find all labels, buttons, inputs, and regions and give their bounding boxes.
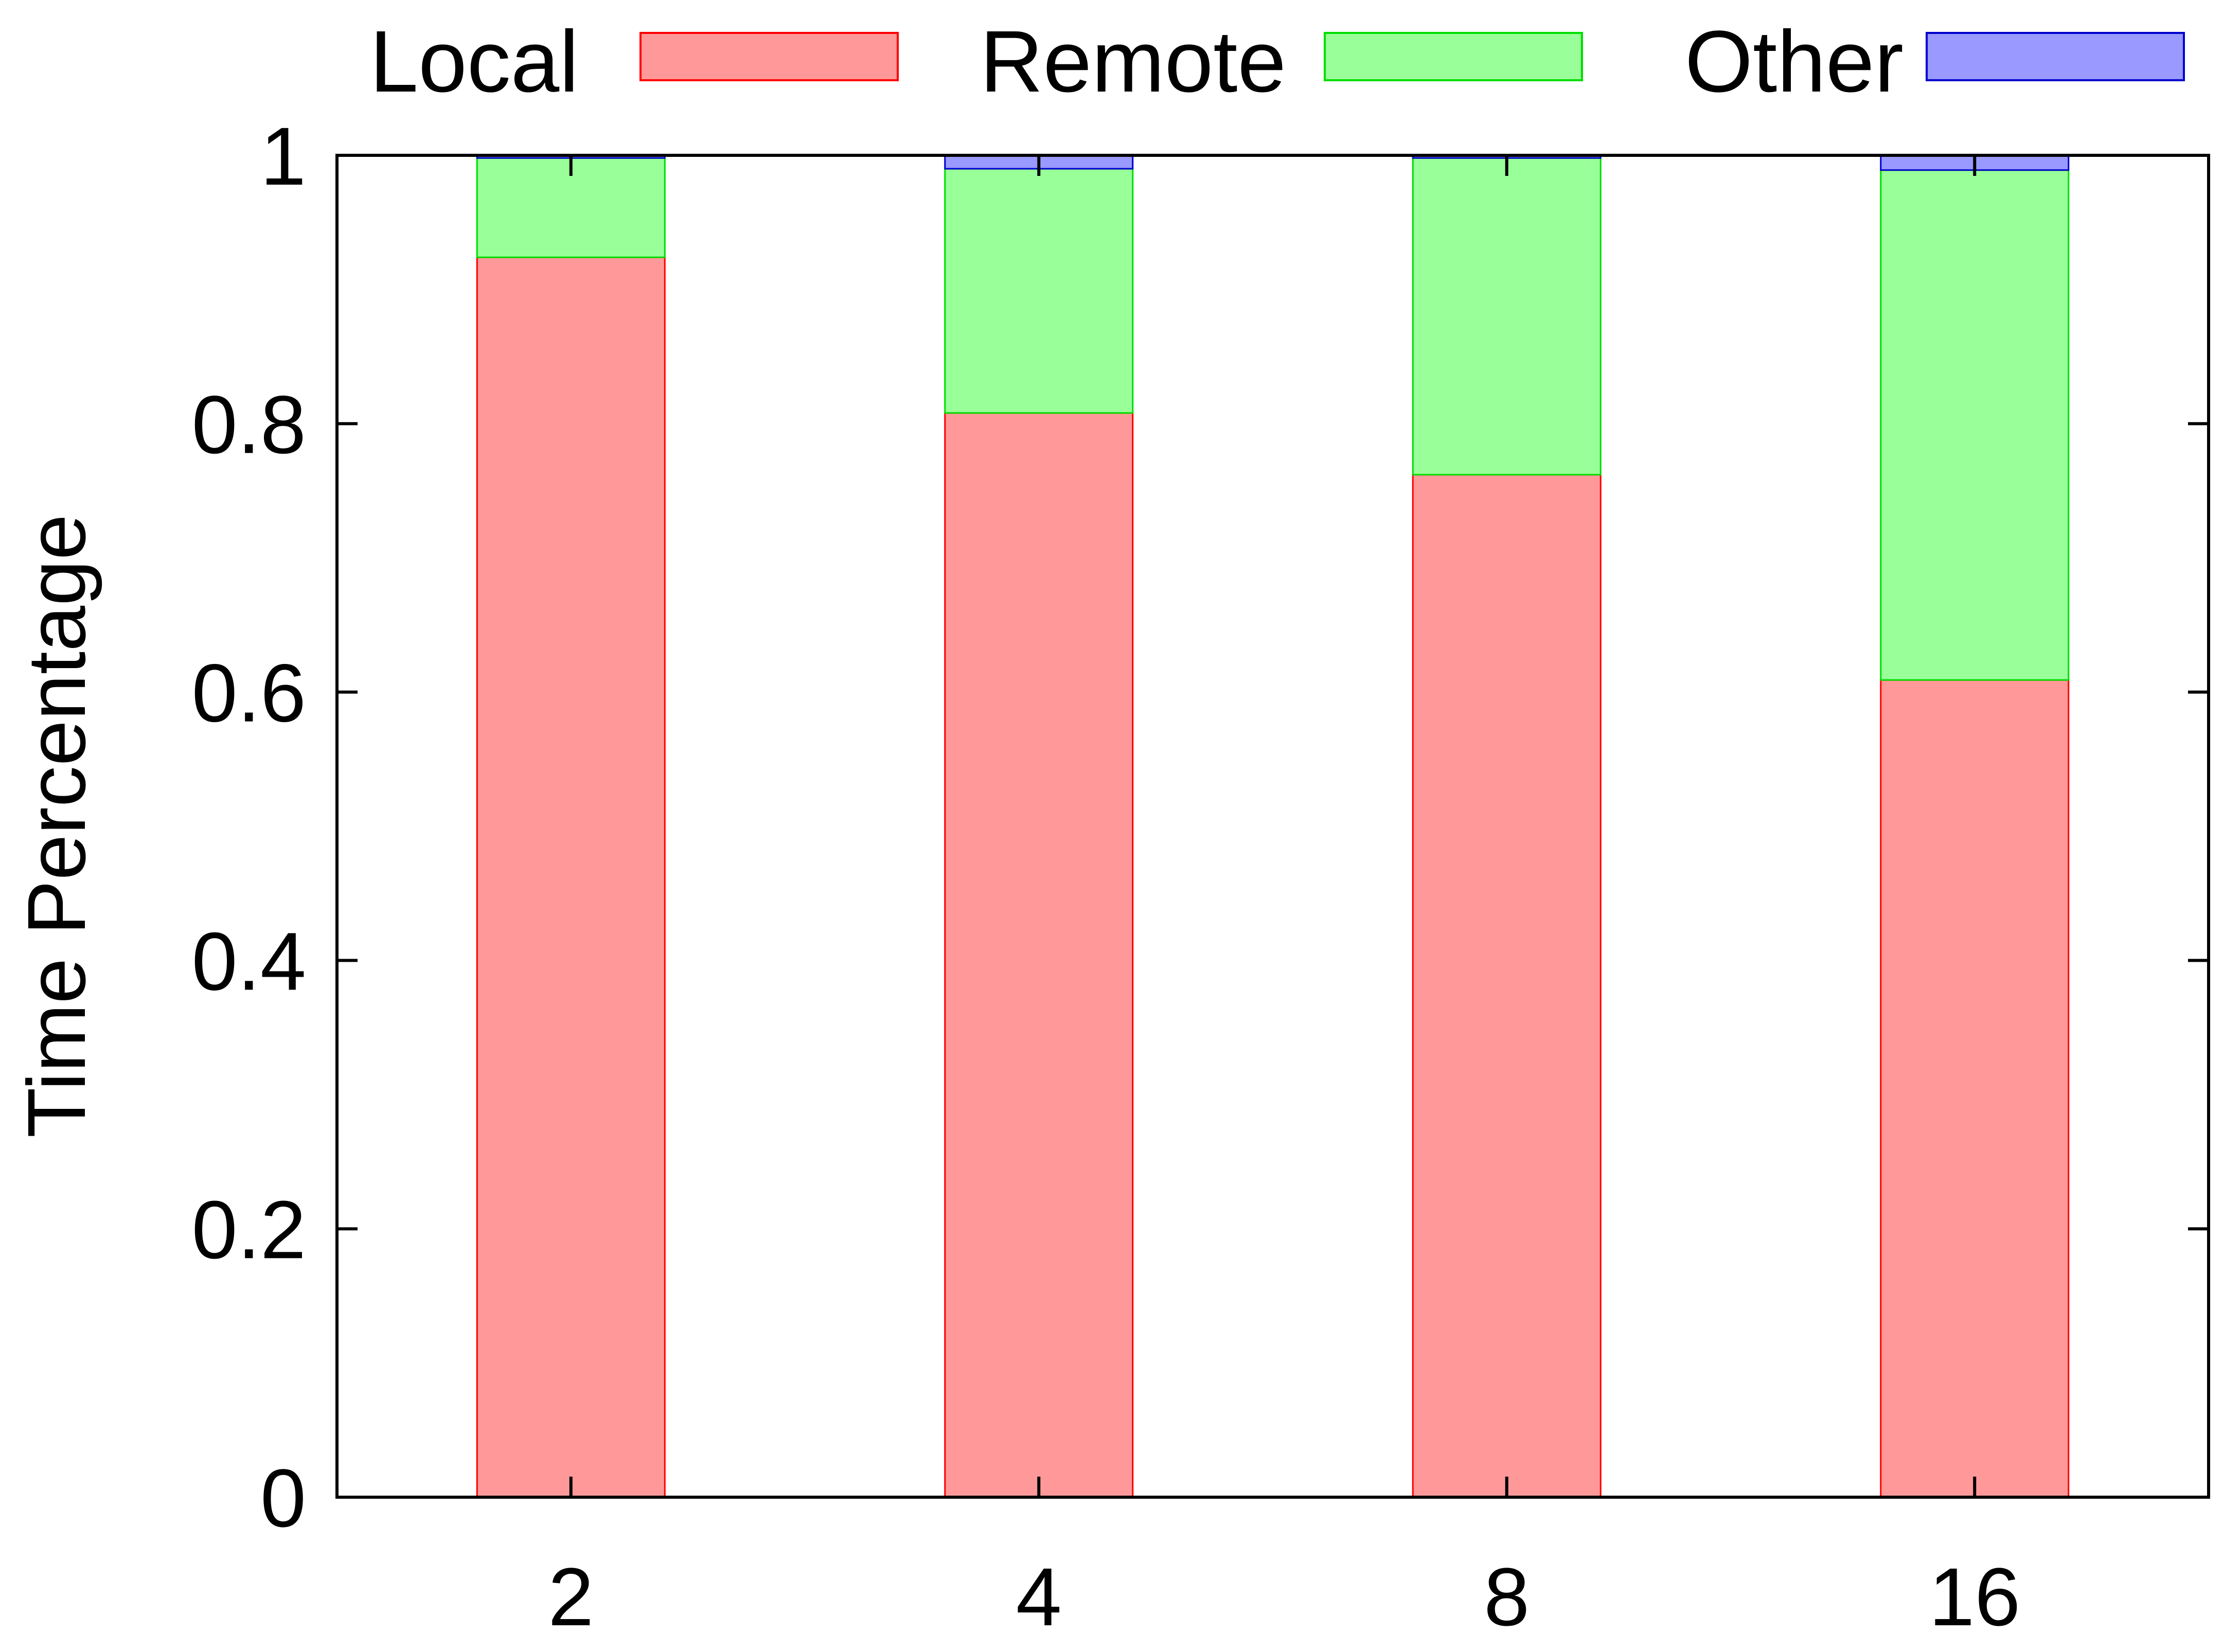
legend-swatch-remote [1324,32,1583,81]
bars-layer [476,154,2070,1498]
legend-swatch-local [639,32,899,81]
y-tick-label-0-8: 0.8 [192,379,306,471]
y-axis-label: Time Percentage [10,514,102,1138]
bar-local-4 [944,412,1134,1498]
y-tick-label-1: 1 [260,110,306,202]
ticks-layer: 0 0.2 0.4 0.6 0.8 1 [192,110,2209,1544]
y-tick-label-0-2: 0.2 [192,1183,306,1276]
x-tick-label-16: 16 [1929,1551,2020,1643]
x-tick-label-4: 4 [1016,1551,1062,1643]
x-tick-labels: 2 4 8 16 [548,1551,2020,1643]
bar-remote-8 [1412,157,1602,476]
bar-remote-4 [944,168,1134,414]
legend-label-other: Other [1685,13,1904,111]
x-tick-label-2: 2 [548,1551,594,1643]
y-tick-label-0: 0 [260,1452,306,1544]
legend-swatch-other [1926,32,2185,81]
legend-label-local: Local [370,13,579,111]
y-tick-label-0-4: 0.4 [192,915,306,1007]
bar-local-16 [1880,679,2070,1498]
bar-local-2 [476,256,666,1498]
legend: Local Remote Other [370,13,2185,111]
legend-label-remote: Remote [980,13,1286,111]
bar-remote-16 [1880,169,2070,681]
y-tick-label-0-6: 0.6 [192,647,306,739]
x-tick-label-8: 8 [1484,1551,1530,1643]
plot-frame [335,154,2210,1499]
bar-local-8 [1412,474,1602,1498]
